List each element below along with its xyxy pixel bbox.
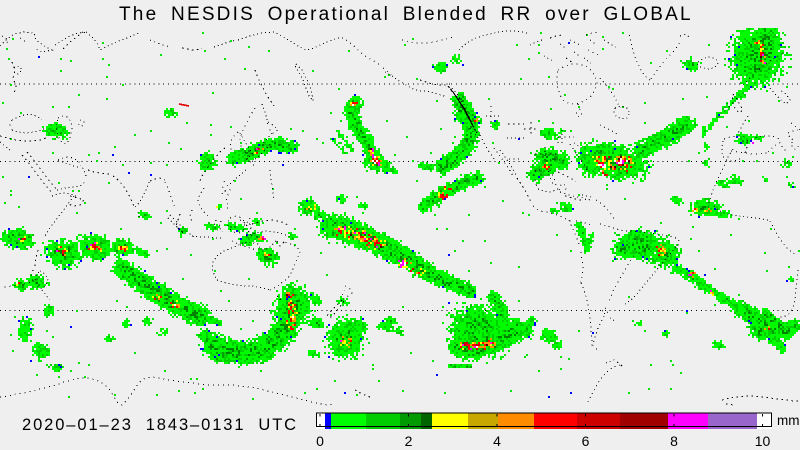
- svg-text:2: 2: [405, 433, 413, 449]
- svg-text:4: 4: [493, 433, 501, 449]
- svg-text:6: 6: [582, 433, 590, 449]
- svg-text:mm: mm: [777, 413, 800, 428]
- svg-text:The NESDIS Operational Blend: The NESDIS Operational Blended RR over G…: [119, 4, 693, 25]
- svg-text:8: 8: [670, 433, 678, 449]
- svg-text:10: 10: [755, 433, 771, 449]
- svg-text:2020–01–23 1843–0131 UTC: 2020–01–23 1843–0131 UTC: [22, 416, 298, 434]
- svg-text:0: 0: [316, 433, 324, 449]
